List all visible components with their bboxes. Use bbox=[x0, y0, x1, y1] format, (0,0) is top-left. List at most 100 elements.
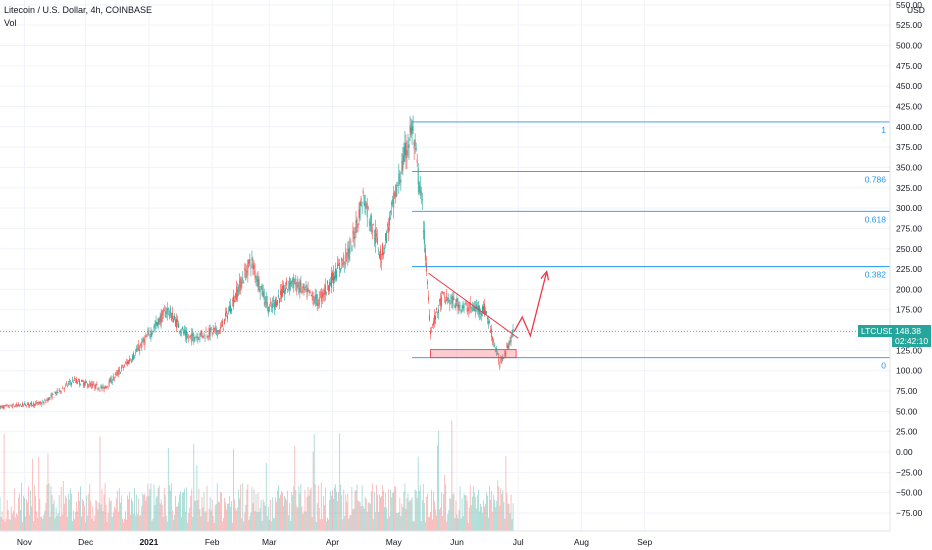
candle-body bbox=[271, 303, 273, 309]
volume-bar bbox=[440, 507, 442, 531]
volume-bar bbox=[290, 520, 292, 531]
volume-bar bbox=[76, 501, 77, 531]
candle-body bbox=[338, 264, 340, 266]
candle-body bbox=[356, 219, 358, 223]
volume-bar bbox=[137, 514, 139, 531]
volume-bar bbox=[16, 514, 18, 531]
volume-bar bbox=[354, 490, 356, 531]
candle-body bbox=[104, 386, 106, 388]
volume-bar bbox=[371, 483, 373, 531]
volume-bar bbox=[114, 508, 116, 531]
volume-bar bbox=[485, 503, 486, 531]
candle-body bbox=[211, 332, 213, 335]
candle-body bbox=[135, 352, 137, 353]
volume-bar bbox=[10, 506, 12, 531]
volume-bar bbox=[125, 511, 126, 531]
volume-bar bbox=[397, 513, 399, 531]
volume-bar bbox=[408, 501, 410, 531]
candle-body bbox=[179, 331, 180, 332]
volume-bar bbox=[80, 486, 81, 531]
candle-body bbox=[323, 290, 325, 295]
candle-body bbox=[187, 336, 189, 338]
candle-body bbox=[360, 197, 362, 206]
volume-bar bbox=[95, 500, 97, 531]
candle-body bbox=[509, 341, 511, 343]
volume-bar bbox=[484, 506, 485, 531]
volume-bar bbox=[486, 492, 487, 531]
volume-bar bbox=[64, 495, 66, 531]
volume-bar bbox=[56, 515, 58, 531]
volume-bar bbox=[51, 495, 53, 531]
volume-bar bbox=[175, 495, 176, 531]
candle-body bbox=[405, 142, 407, 159]
volume-bar bbox=[92, 506, 94, 531]
volume-bar bbox=[34, 485, 36, 531]
volume-bar bbox=[143, 495, 145, 531]
volume-bar bbox=[126, 519, 127, 531]
candle-body bbox=[36, 402, 38, 403]
volume-bar bbox=[370, 491, 372, 531]
volume-bar bbox=[338, 492, 340, 531]
volume-bar bbox=[154, 504, 156, 531]
volume-bar bbox=[109, 501, 111, 531]
price-tick-label: 300.00 bbox=[896, 203, 922, 213]
volume-bar bbox=[393, 491, 395, 531]
candle-body bbox=[131, 360, 133, 362]
volume-bar bbox=[38, 456, 40, 531]
volume-bar bbox=[405, 508, 407, 531]
candle-body bbox=[192, 333, 194, 337]
volume-bar bbox=[442, 515, 444, 531]
volume-bar bbox=[347, 493, 349, 531]
candle-body bbox=[65, 383, 67, 384]
time-axis[interactable]: Nov Dec 2021 Feb Mar Apr May Jun Jul Aug Sep bbox=[0, 530, 890, 547]
volume-bar bbox=[365, 498, 367, 531]
volume-bar bbox=[439, 509, 441, 531]
volume-bar bbox=[93, 521, 95, 531]
candle-body bbox=[38, 401, 40, 405]
volume-bar bbox=[421, 500, 423, 531]
candle-body bbox=[375, 233, 377, 237]
candle-body bbox=[95, 383, 97, 390]
volume-bar bbox=[344, 516, 346, 531]
candle-body bbox=[304, 289, 306, 290]
volume-bar bbox=[145, 500, 147, 531]
volume-bar bbox=[287, 490, 289, 531]
volume-bar bbox=[444, 474, 446, 531]
candle-body bbox=[106, 386, 108, 387]
candle-body bbox=[505, 353, 507, 354]
volume-bar bbox=[453, 493, 455, 531]
volume-bar bbox=[411, 497, 413, 531]
candle-body bbox=[479, 312, 481, 314]
volume-bar bbox=[257, 492, 259, 531]
volume-bar bbox=[86, 495, 88, 531]
annotations[interactable] bbox=[428, 270, 550, 359]
price-axis[interactable]: 550.00 525.00 500.00 475.00 450.00 425.00 400.… bbox=[889, 0, 925, 531]
volume-bar bbox=[387, 518, 388, 531]
volume-bar bbox=[373, 492, 375, 531]
candle-body bbox=[264, 302, 266, 306]
price-tick-label: 125.00 bbox=[896, 345, 922, 355]
volume-bar bbox=[57, 513, 59, 531]
candle-body bbox=[506, 343, 508, 348]
fibonacci-retracement[interactable]: 1 0.786 0.618 0.382 0 bbox=[412, 121, 890, 371]
candle-body bbox=[119, 372, 121, 374]
volume-bar bbox=[106, 522, 108, 531]
candle-body bbox=[492, 337, 494, 342]
volume-bar bbox=[413, 521, 415, 531]
candle-body bbox=[252, 262, 254, 270]
volume-bar bbox=[251, 487, 253, 531]
candle-body bbox=[427, 296, 429, 301]
price-tick-label: 75.00 bbox=[896, 386, 918, 396]
volume-bar bbox=[99, 436, 101, 531]
volume-bar bbox=[507, 503, 509, 531]
volume-bar bbox=[337, 500, 339, 531]
candle-body bbox=[154, 325, 156, 328]
volume-bar bbox=[477, 489, 479, 531]
volume-bar bbox=[286, 500, 288, 531]
price-tick-label: 350.00 bbox=[896, 162, 922, 172]
volume-bar bbox=[173, 519, 174, 531]
candle-body bbox=[67, 382, 69, 384]
candle-body bbox=[482, 306, 483, 313]
volume-bar bbox=[308, 495, 310, 531]
